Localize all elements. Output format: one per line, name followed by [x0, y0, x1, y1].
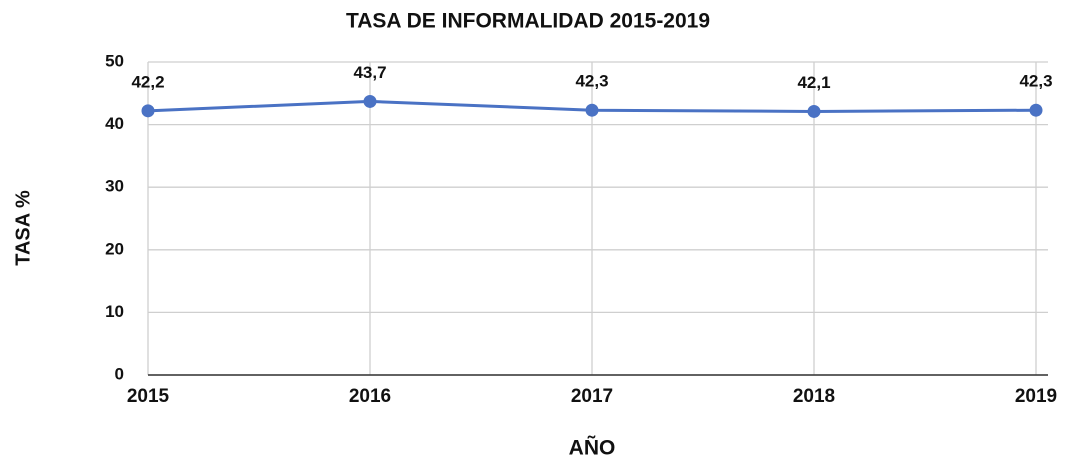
data-label: 42,3: [575, 72, 608, 91]
y-tick-label: 10: [105, 302, 124, 321]
x-tick-label: 2015: [127, 386, 170, 407]
y-tick-label: 30: [105, 177, 124, 196]
x-tick-label: 2018: [793, 386, 835, 407]
y-axis-label: TASA %: [12, 190, 34, 266]
x-axis-label: AÑO: [569, 437, 616, 459]
x-tick-label: 2016: [349, 386, 391, 407]
data-label: 43,7: [353, 63, 386, 82]
data-point: [141, 104, 155, 118]
data-point: [363, 94, 377, 108]
y-tick-label: 40: [105, 114, 124, 133]
data-label: 42,1: [797, 73, 830, 92]
data-point: [807, 104, 821, 118]
data-label: 42,2: [131, 72, 164, 91]
y-tick-label: 50: [105, 51, 124, 70]
chart-title: TASA DE INFORMALIDAD 2015-2019: [346, 10, 710, 33]
data-label: 42,3: [1019, 72, 1052, 91]
y-tick-label: 0: [115, 364, 124, 383]
x-tick-label: 2019: [1015, 386, 1057, 407]
data-point: [1029, 103, 1043, 117]
y-tick-label: 20: [105, 239, 124, 258]
data-point: [585, 103, 599, 117]
x-tick-label: 2017: [571, 386, 613, 407]
